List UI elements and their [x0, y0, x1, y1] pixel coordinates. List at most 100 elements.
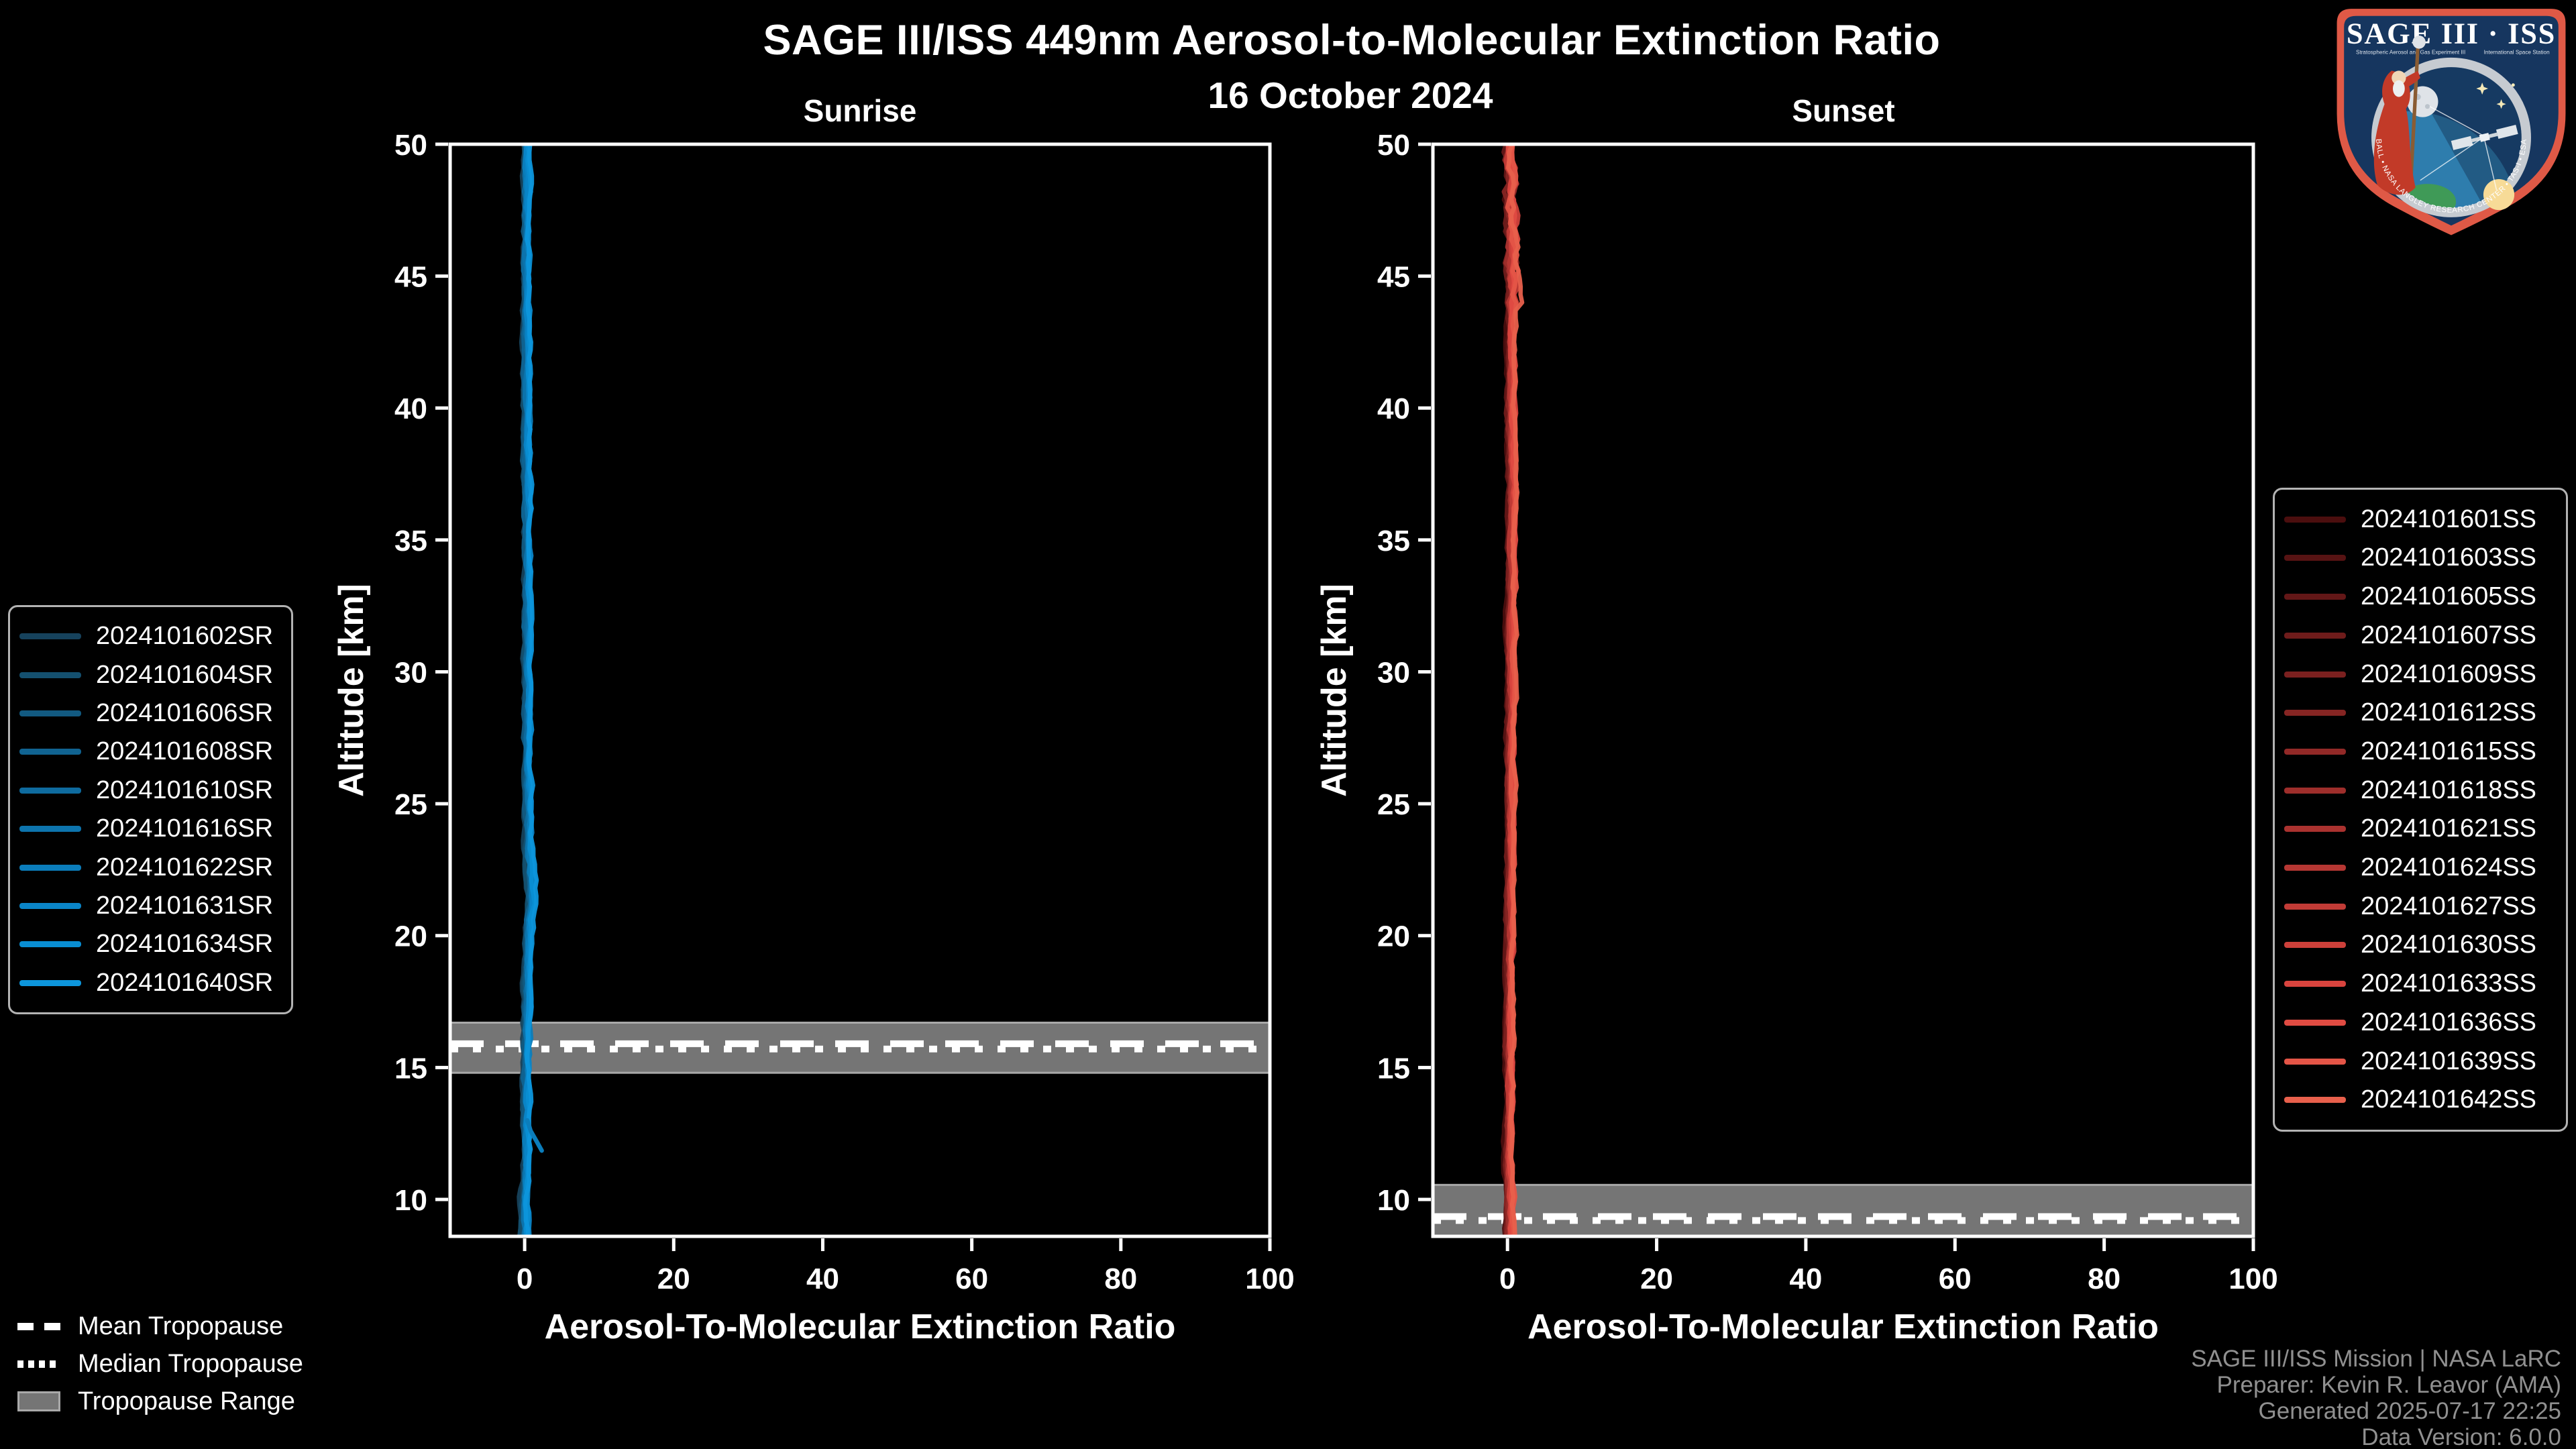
x-tick-label: 80	[1104, 1263, 1137, 1295]
legend-line-sample	[19, 710, 81, 717]
legend-item: 2024101636SS	[2275, 1008, 2566, 1037]
profile-2024101642SS	[1505, 144, 1525, 1236]
legend-line-sample	[19, 941, 81, 948]
legend-line-sample	[2284, 1019, 2346, 1026]
x-tick-label: 0	[1499, 1263, 1515, 1295]
legend-line-sample	[19, 979, 81, 986]
legend-sunrise-events: 2024101602SR 2024101604SR 2024101606SR 2024…	[8, 605, 293, 1014]
legend-item-label: 2024101602SR	[96, 622, 274, 651]
logo-subtitle-right: International Space Station	[2484, 50, 2550, 56]
logo-subtitle-left: Stratospheric Aerosol and Gas Experiment…	[2356, 50, 2465, 56]
x-tick-label: 0	[517, 1263, 533, 1295]
profile-2024101640SR	[523, 144, 539, 1236]
legend-item-label: 2024101615SS	[2361, 737, 2537, 765]
sage-iii-iss-logo: SAGE III · ISS Stratospheric Aerosol and…	[2337, 9, 2566, 235]
tropopause-range-band	[450, 1021, 1270, 1074]
legend-item: 2024101621SS	[2275, 814, 2566, 843]
legend-item-label: 2024101622SR	[96, 853, 274, 881]
legend-item-label: 2024101607SS	[2361, 621, 2537, 649]
legend-line-sample	[2284, 1097, 2346, 1104]
legend-line-sample	[2284, 981, 2346, 987]
y-tick-label: 30	[1377, 656, 1410, 689]
attribution-data-version: Data Version: 6.0.0	[2361, 1424, 2561, 1449]
legend-item-label: 2024101616SR	[96, 814, 274, 843]
panel-title-sunrise: Sunrise	[803, 93, 917, 128]
legend-item: 2024101607SS	[2275, 621, 2566, 650]
legend-item: 2024101618SS	[2275, 776, 2566, 805]
legend-item-label: 2024101618SS	[2361, 775, 2537, 804]
legend-line-sample	[19, 864, 81, 871]
logo-stars	[2476, 83, 2515, 109]
x-tick-label: 80	[2088, 1263, 2121, 1295]
legend-item: 2024101616SR	[10, 814, 291, 843]
legend-item: 2024101642SS	[2275, 1085, 2566, 1114]
legend-line-sample	[2284, 748, 2346, 755]
y-tick-label: 35	[1377, 525, 1410, 557]
legend-tropopause: Mean Tropopause Median Tropopause Tropopau…	[17, 1312, 303, 1415]
legend-item: 2024101609SS	[2275, 660, 2566, 689]
legend-item-label: 2024101631SR	[96, 891, 274, 920]
legend-item: 2024101615SS	[2275, 737, 2566, 766]
legend-item: 2024101601SS	[2275, 505, 2566, 534]
tropopause-legend-label: Median Tropopause	[78, 1349, 303, 1378]
x-tick-label: 100	[1245, 1263, 1294, 1295]
logo-title: SAGE III · ISS	[2347, 17, 2556, 50]
band-line-sample	[17, 1391, 60, 1411]
legend-line-sample	[2284, 942, 2346, 949]
legend-line-sample	[2284, 826, 2346, 833]
legend-line-sample	[19, 826, 81, 833]
iss-icon	[2451, 124, 2518, 150]
legend-item-label: 2024101624SS	[2361, 853, 2537, 882]
legend-item: 2024101610SR	[10, 776, 291, 805]
legend-line-sample	[2284, 555, 2346, 561]
y-tick-label: 40	[1377, 392, 1410, 425]
legend-item-label: 2024101604SR	[96, 660, 274, 689]
legend-line-sample	[19, 672, 81, 678]
legend-item: 2024101602SR	[10, 622, 291, 651]
attribution-mission: SAGE III/ISS Mission | NASA LaRC	[2191, 1346, 2561, 1372]
y-tick-label: 10	[394, 1184, 427, 1217]
y-tick-label: 25	[1377, 788, 1410, 821]
tropopause-legend-label: Mean Tropopause	[78, 1311, 284, 1340]
legend-line-sample	[19, 749, 81, 755]
logo-earth	[2381, 111, 2518, 208]
panel-sunset: 0 20 40 60 80 100 10 15 20 25 30 35 40 45 50 Aerosol-To…	[1315, 129, 2278, 1346]
x-axis-label: Aerosol-To-Molecular Extinction Ratio	[1527, 1307, 2159, 1346]
legend-item-label: 2024101603SS	[2361, 543, 2537, 572]
figure-title: SAGE III/ISS 449nm Aerosol-to-Molecular …	[763, 17, 1941, 64]
legend-item: 2024101640SR	[10, 969, 291, 998]
attribution-generated: Generated 2025-07-17 22:25	[2258, 1398, 2561, 1424]
y-tick-label: 30	[394, 656, 427, 689]
y-tick-label: 15	[394, 1052, 427, 1085]
x-tick-label: 60	[1939, 1263, 1972, 1295]
legend-line-sample	[2284, 787, 2346, 794]
legend-item: 2024101633SS	[2275, 969, 2566, 998]
figure-date: 16 October 2024	[1208, 74, 1493, 116]
legend-item-label: 2024101612SS	[2361, 698, 2537, 727]
logo-observation-beams	[2420, 106, 2498, 191]
legend-item-label: 2024101627SS	[2361, 892, 2537, 920]
legend-item-label: 2024101634SR	[96, 930, 274, 959]
legend-item-label: 2024101639SS	[2361, 1046, 2537, 1075]
legend-item-label: 2024101633SS	[2361, 969, 2537, 998]
legend-item-label: 2024101609SS	[2361, 659, 2537, 688]
legend-item: 2024101639SS	[2275, 1047, 2566, 1076]
legend-item-label: 2024101608SR	[96, 737, 274, 766]
legend-item: 2024101627SS	[2275, 892, 2566, 921]
y-tick-label: 50	[394, 129, 427, 162]
tropopause-range-band	[1433, 1183, 2253, 1236]
tropopause-legend-item: Tropopause Range	[17, 1387, 303, 1415]
y-tick-label: 40	[394, 392, 427, 425]
legend-item-label: 2024101630SS	[2361, 930, 2537, 959]
plot-frame	[1431, 142, 2255, 1238]
y-tick-label: 25	[394, 788, 427, 821]
legend-item: 2024101630SS	[2275, 930, 2566, 959]
legend-item: 2024101605SS	[2275, 582, 2566, 611]
legend-item: 2024101606SR	[10, 699, 291, 728]
profile-branch	[525, 1118, 544, 1153]
y-tick-label: 50	[1377, 129, 1410, 162]
attribution: SAGE III/ISS Mission | NASA LaRC Prepare…	[2191, 1346, 2561, 1449]
legend-line-sample	[2284, 516, 2346, 523]
